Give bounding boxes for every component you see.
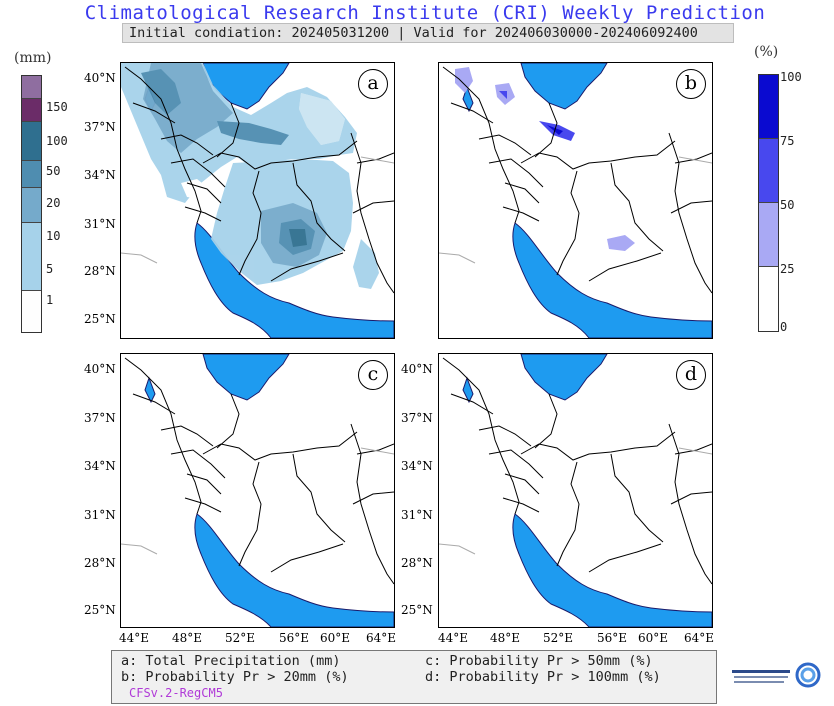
- probability-tick: 50: [780, 198, 795, 212]
- precip-tick: 5: [46, 262, 54, 276]
- lat-label: 34°N: [84, 168, 116, 182]
- lat-label: 25°N: [84, 603, 116, 617]
- probability-unit: (%): [754, 44, 779, 60]
- lat-label: 37°N: [84, 120, 116, 134]
- precip-tick: 20: [46, 196, 61, 210]
- lon-label: 64°E: [366, 631, 397, 645]
- probability-tick: 100: [780, 70, 802, 84]
- lon-label: 56°E: [597, 631, 628, 645]
- probability-tick: 0: [780, 320, 788, 334]
- map-subtitle: Initial condiation: 202405031200 | Valid…: [129, 25, 698, 41]
- lat-label: 34°N: [84, 459, 116, 473]
- lat-label: 40°N: [401, 362, 433, 376]
- lon-label: 48°E: [490, 631, 521, 645]
- lat-label: 25°N: [84, 312, 116, 326]
- lon-label: 48°E: [172, 631, 203, 645]
- lat-label: 25°N: [401, 603, 433, 617]
- lon-label: 60°E: [320, 631, 351, 645]
- subtitle-box: Initial condiation: 202405031200 | Valid…: [122, 23, 734, 43]
- lat-label: 28°N: [401, 556, 433, 570]
- precip-colorbar: [21, 75, 42, 333]
- lon-label: 60°E: [638, 631, 669, 645]
- probability-tick: 75: [780, 134, 795, 148]
- lat-label: 37°N: [84, 411, 116, 425]
- legend-b: b: Probability Pr > 20mm (%): [121, 669, 349, 685]
- lon-label: 52°E: [543, 631, 574, 645]
- probability-tick: 25: [780, 262, 795, 276]
- legend-d: d: Probability Pr > 100mm (%): [425, 669, 661, 685]
- lat-label: 31°N: [401, 508, 433, 522]
- lat-label: 34°N: [401, 459, 433, 473]
- precip-tick: 10: [46, 229, 61, 243]
- lon-label: 56°E: [279, 631, 310, 645]
- precip-unit: (mm): [14, 50, 52, 66]
- lat-label: 40°N: [84, 71, 116, 85]
- model-label: CFSv.2-RegCM5: [129, 686, 223, 700]
- precip-tick: 50: [46, 164, 61, 178]
- panel-label-d: d: [676, 360, 706, 390]
- lat-label: 28°N: [84, 264, 116, 278]
- precip-tick: 100: [46, 134, 68, 148]
- map-panel-b: b: [438, 62, 713, 339]
- map-panel-a: a: [120, 62, 395, 339]
- lon-label: 44°E: [438, 631, 469, 645]
- institute-logo-icon: [732, 660, 822, 694]
- lat-label: 31°N: [84, 508, 116, 522]
- lat-label: 28°N: [84, 556, 116, 570]
- lat-label: 40°N: [84, 362, 116, 376]
- lat-label: 37°N: [401, 411, 433, 425]
- lat-label: 31°N: [84, 217, 116, 231]
- lon-label: 64°E: [684, 631, 715, 645]
- precip-tick: 150: [46, 100, 68, 114]
- legend-a: a: Total Precipitation (mm): [121, 653, 341, 669]
- map-panel-d: d: [438, 353, 713, 628]
- panel-label-a: a: [358, 69, 388, 99]
- lon-label: 44°E: [119, 631, 150, 645]
- lon-label: 52°E: [225, 631, 256, 645]
- precip-tick: 1: [46, 293, 54, 307]
- probability-colorbar: [758, 74, 779, 332]
- map-panel-c: c: [120, 353, 395, 628]
- map-title: Climatological Research Institute (CRI) …: [84, 2, 766, 24]
- panel-label-b: b: [676, 69, 706, 99]
- legend-box: a: Total Precipitation (mm) b: Probabili…: [111, 650, 717, 704]
- panel-label-c: c: [358, 360, 388, 390]
- legend-c: c: Probability Pr > 50mm (%): [425, 653, 653, 669]
